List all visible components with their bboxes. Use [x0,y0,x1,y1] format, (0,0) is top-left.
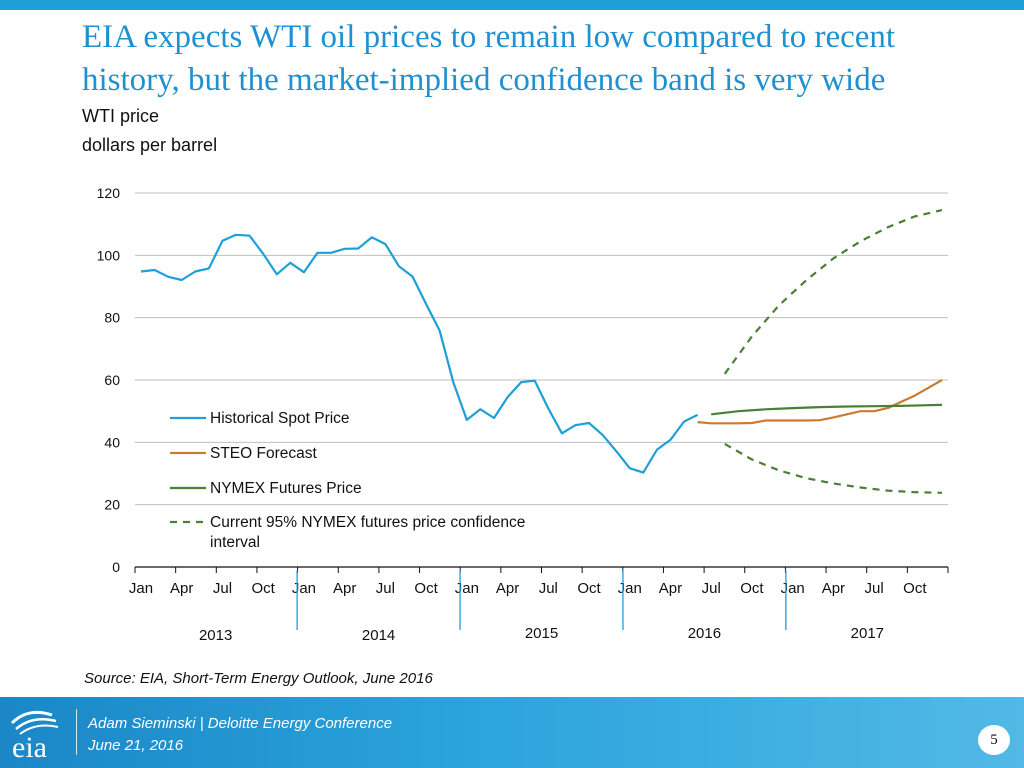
year-label: 2017 [851,625,884,642]
x-tick-label: Jan [129,580,153,597]
legend-label: interval [210,534,260,551]
x-tick-label: Jan [618,580,642,597]
x-tick-label: Jul [865,580,884,597]
source-note: Source: EIA, Short-Term Energy Outlook, … [84,670,433,687]
y-tick-label: 20 [104,497,120,513]
y-tick-label: 40 [104,434,120,450]
eia-logo-icon: eia [10,710,59,763]
x-tick-label: Apr [822,580,845,597]
year-label: 2016 [688,625,721,642]
x-tick-label: Apr [170,580,193,597]
x-tick-label: Apr [333,580,356,597]
series-line-nymex-futures-price [711,403,943,416]
year-label: 2013 [199,627,232,644]
year-label: 2014 [362,627,395,644]
footer-bar: eia Adam Sieminski | Deloitte Energy Con… [0,697,1024,768]
series-line-historical-spot-price [140,233,699,474]
x-tick-label: Oct [252,580,276,597]
x-tick-label: Jan [781,580,805,597]
series-line-95-confidence-lower [724,442,943,494]
x-tick-label: Jan [455,580,479,597]
slide-title-line-1: EIA expects WTI oil prices to remain low… [82,19,896,55]
x-tick-label: Apr [659,580,682,597]
x-tick-label: Jan [292,580,316,597]
slide-title-line-2: history, but the market-implied confiden… [82,62,886,98]
x-tick-label: Oct [903,580,927,597]
legend-label: Current 95% NYMEX futures price confiden… [210,514,525,531]
y-tick-label: 60 [104,372,120,388]
x-tick-label: Oct [414,580,438,597]
series-line-95-confidence-upper [723,209,943,375]
footer-divider [76,709,77,755]
legend-label: STEO Forecast [210,445,317,462]
wti-price-chart: 0 20 40 60 80 100 120 Jan Apr Jul Oct Jan Apr Jul Oct J… [97,185,949,644]
x-tick-label: Jul [213,580,232,597]
x-tick-label: Jul [539,580,558,597]
y-tick-label: 80 [104,310,120,326]
y-tick-label: 100 [97,247,121,263]
x-tick-label: Jul [376,580,395,597]
top-accent-bar [0,0,1024,10]
eia-logo-text: eia [12,731,47,763]
y-tick-label: 0 [112,559,120,575]
footer-date: June 21, 2016 [88,737,184,754]
chart-subtitle: WTI price [82,106,160,126]
x-tick-label: Jul [702,580,721,597]
legend-label: Historical Spot Price [210,410,350,427]
x-tick-label: Oct [577,580,601,597]
legend-label: NYMEX Futures Price [210,480,362,497]
chart-units: dollars per barrel [82,135,218,155]
y-tick-label: 120 [97,185,121,201]
page-number: 5 [978,725,1010,755]
x-tick-label: Apr [496,580,519,597]
footer-presenter: Adam Sieminski | Deloitte Energy Confere… [88,715,393,732]
slide-title: EIA expects WTI oil prices to remain low… [82,16,982,102]
year-label: 2015 [525,625,558,642]
series-line-steo-forecast [697,379,943,425]
x-tick-label: Oct [740,580,764,597]
